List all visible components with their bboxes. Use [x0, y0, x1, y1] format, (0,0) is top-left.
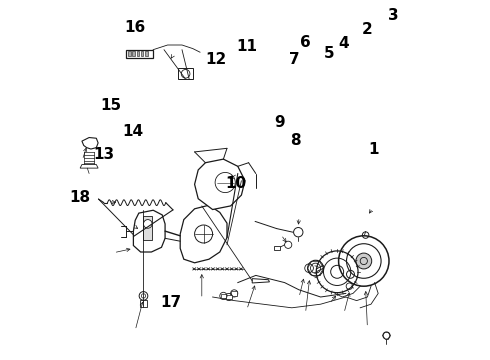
Polygon shape — [133, 210, 165, 252]
Bar — [231, 291, 237, 296]
Bar — [126, 50, 153, 58]
Text: 11: 11 — [236, 39, 257, 54]
Polygon shape — [80, 165, 98, 168]
Text: 16: 16 — [124, 19, 146, 35]
Polygon shape — [252, 279, 270, 283]
Bar — [137, 51, 139, 56]
Text: 8: 8 — [290, 133, 301, 148]
Text: 17: 17 — [161, 295, 182, 310]
Bar — [178, 68, 193, 79]
Text: 5: 5 — [324, 46, 335, 61]
Polygon shape — [82, 138, 98, 149]
Text: 13: 13 — [93, 147, 115, 162]
Text: 6: 6 — [300, 35, 311, 50]
Bar — [220, 294, 226, 298]
Bar — [144, 216, 152, 240]
Bar — [145, 51, 148, 56]
Polygon shape — [180, 205, 227, 263]
Bar — [132, 51, 135, 56]
Text: 2: 2 — [361, 22, 372, 37]
Text: 18: 18 — [70, 190, 91, 205]
Text: 9: 9 — [274, 115, 285, 130]
Circle shape — [356, 253, 372, 269]
Text: 12: 12 — [206, 52, 227, 67]
Text: 15: 15 — [100, 98, 122, 113]
Circle shape — [144, 220, 152, 228]
Text: 14: 14 — [122, 124, 143, 139]
Text: 3: 3 — [388, 8, 399, 23]
Bar — [128, 51, 130, 56]
Bar — [141, 51, 144, 56]
Bar — [140, 300, 147, 307]
Bar — [226, 295, 232, 299]
Text: 7: 7 — [290, 52, 300, 67]
Text: 10: 10 — [225, 176, 246, 191]
Bar — [274, 246, 280, 250]
Text: 4: 4 — [339, 36, 349, 51]
Polygon shape — [195, 159, 245, 210]
Text: 1: 1 — [368, 142, 379, 157]
